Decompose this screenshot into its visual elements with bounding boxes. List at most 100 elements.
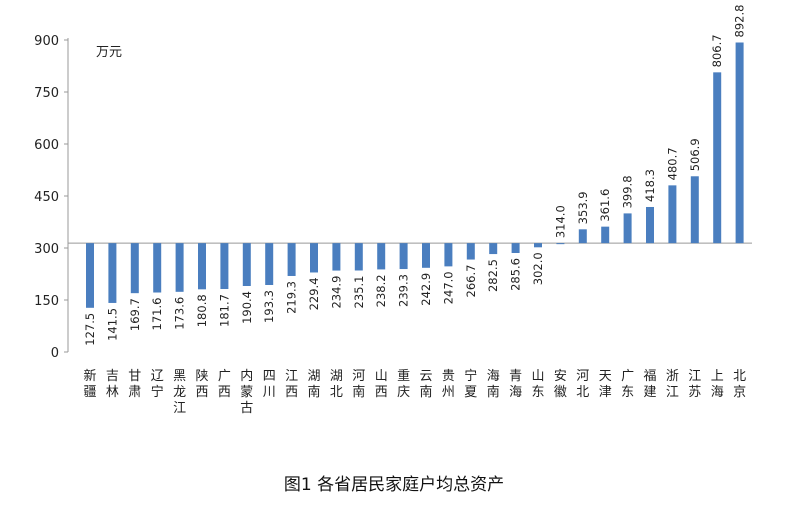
bar-山东 (534, 243, 542, 248)
y-tick-label: 0 (51, 346, 59, 361)
value-label: 418.3 (643, 169, 657, 202)
value-label: 806.7 (710, 34, 724, 67)
category-label: 浙江 (666, 369, 679, 400)
bar-四川 (265, 243, 274, 285)
value-label: 219.3 (285, 281, 299, 314)
bar-重庆 (399, 243, 408, 270)
category-label: 湖南 (307, 369, 320, 400)
value-label: 399.8 (621, 175, 635, 208)
bar-北京 (735, 42, 744, 244)
category-label: 河北 (576, 369, 589, 400)
category-label: 山西 (375, 369, 388, 400)
bar-吉林 (108, 243, 117, 303)
value-label: 171.6 (150, 298, 164, 331)
value-label: 282.5 (486, 259, 500, 292)
value-label: 127.5 (83, 313, 97, 346)
bar-陕西 (198, 243, 206, 290)
bar-新疆 (86, 243, 94, 308)
category-label: 云南 (419, 369, 432, 400)
bar-甘肃 (130, 243, 139, 294)
bar-安徽 (556, 243, 565, 245)
category-label: 山东 (531, 369, 544, 400)
bar-黑龙江 (175, 243, 184, 292)
category-label: 海南 (487, 369, 500, 400)
category-label: 广东 (621, 369, 634, 400)
value-label: 285.6 (509, 258, 523, 291)
figure-caption: 图1 各省居民家庭户均总资产 (283, 475, 505, 495)
value-label: 266.7 (464, 265, 478, 298)
y-tick-label: 300 (34, 242, 59, 257)
category-label: 四川 (263, 369, 276, 400)
bar-辽宁 (153, 243, 162, 293)
value-label: 314.0 (553, 205, 567, 238)
y-tick-label: 150 (34, 294, 59, 309)
value-label: 361.6 (598, 189, 612, 222)
category-label: 江西 (285, 369, 298, 400)
bar-云南 (422, 243, 430, 268)
value-label: 302.0 (531, 252, 545, 285)
value-label: 190.4 (240, 291, 254, 324)
bar-青海 (511, 243, 520, 253)
category-labels: 新疆吉林甘肃辽宁黑龙江陕西广西内蒙古四川江西湖南湖北河南山西重庆云南贵州宁夏海南… (83, 368, 746, 416)
value-label: 238.2 (374, 274, 388, 307)
bar-河南 (354, 243, 363, 271)
bar-福建 (646, 206, 654, 244)
category-label: 陕西 (195, 369, 208, 400)
category-label: 吉林 (106, 369, 119, 400)
category-label: 甘肃 (128, 369, 141, 400)
value-label: 181.7 (217, 294, 231, 327)
category-label: 河南 (352, 369, 365, 400)
category-label: 湖北 (330, 369, 343, 400)
bar-上海 (713, 72, 722, 244)
value-label: 239.3 (397, 274, 411, 307)
value-label: 234.9 (329, 276, 343, 309)
bar-浙江 (668, 185, 677, 244)
bar-海南 (489, 243, 498, 255)
category-label: 上海 (711, 369, 724, 400)
category-label: 贵州 (442, 369, 455, 400)
y-tick-label: 450 (34, 190, 59, 205)
category-label: 安徽 (554, 369, 567, 400)
value-labels: 127.5 141.5 169.7 171.6 173.6 180.8 181.7 190.4… (83, 5, 747, 346)
value-label: 141.5 (105, 308, 119, 341)
category-label: 黑龙江 (173, 369, 186, 416)
value-label: 353.9 (576, 191, 590, 224)
value-label: 892.8 (733, 5, 747, 38)
value-label: 180.8 (195, 294, 209, 327)
y-tick-label: 900 (34, 34, 59, 49)
value-label: 173.6 (173, 297, 187, 330)
bar-广东 (623, 213, 632, 244)
bar-宁夏 (466, 243, 475, 260)
bar-江西 (287, 243, 296, 276)
category-label: 广西 (218, 369, 231, 400)
category-label: 重庆 (397, 368, 410, 400)
value-label: 506.9 (688, 138, 702, 171)
bar-内蒙古 (242, 243, 251, 286)
category-label: 内蒙古 (240, 368, 253, 416)
y-tick-label: 600 (34, 138, 59, 153)
bar-江苏 (690, 176, 699, 244)
category-label: 辽宁 (151, 369, 164, 400)
category-label: 北京 (733, 369, 746, 400)
category-label: 青海 (509, 369, 522, 400)
value-label: 193.3 (262, 290, 276, 323)
bar-贵州 (444, 243, 453, 267)
value-label: 229.4 (307, 277, 321, 310)
y-axis-ticks: 0 150 300 450 600 750 900 (34, 34, 68, 361)
bar-山西 (377, 243, 386, 270)
value-label: 242.9 (419, 273, 433, 306)
y-tick-label: 750 (34, 86, 59, 101)
category-label: 福建 (643, 369, 656, 400)
category-label: 新疆 (83, 368, 96, 400)
category-label: 江苏 (688, 369, 701, 400)
bar-湖南 (310, 243, 318, 273)
value-label: 247.0 (441, 271, 455, 304)
bar-湖北 (332, 243, 341, 271)
value-label: 235.1 (352, 275, 366, 308)
category-label: 天津 (599, 369, 612, 400)
value-label: 480.7 (665, 147, 679, 180)
bar-series (86, 42, 744, 308)
bar-广西 (220, 243, 229, 290)
